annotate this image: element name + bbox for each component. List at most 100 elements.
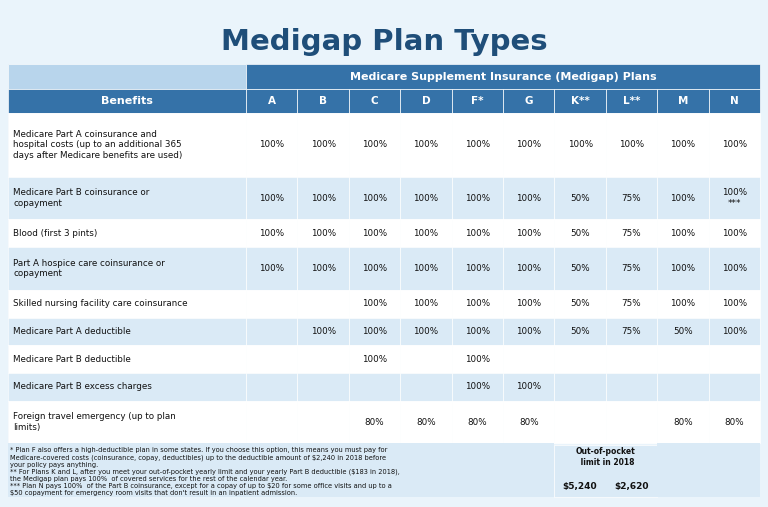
Bar bbox=[400, 177, 452, 220]
Text: 100%: 100% bbox=[516, 194, 541, 203]
Bar bbox=[554, 177, 606, 220]
Text: 100%: 100% bbox=[310, 264, 336, 273]
Text: * Plan F also offers a high-deductible plan in some states. If you choose this o: * Plan F also offers a high-deductible p… bbox=[10, 447, 400, 496]
Text: 50%: 50% bbox=[571, 327, 590, 336]
Bar bbox=[709, 247, 760, 290]
Text: 100%: 100% bbox=[362, 327, 387, 336]
Text: 100%: 100% bbox=[259, 140, 284, 149]
Text: 100%: 100% bbox=[362, 194, 387, 203]
Bar bbox=[657, 89, 709, 113]
Bar bbox=[554, 401, 606, 443]
Text: Medicare Part A deductible: Medicare Part A deductible bbox=[13, 327, 131, 336]
Bar bbox=[452, 220, 503, 247]
Text: 80%: 80% bbox=[365, 417, 384, 426]
Text: Benefits: Benefits bbox=[101, 96, 153, 106]
Bar bbox=[297, 220, 349, 247]
Bar bbox=[452, 345, 503, 373]
Text: $2,620: $2,620 bbox=[614, 482, 649, 491]
Text: 100%: 100% bbox=[413, 264, 439, 273]
Bar bbox=[400, 317, 452, 345]
Bar bbox=[554, 247, 606, 290]
Bar bbox=[709, 177, 760, 220]
Text: 100%: 100% bbox=[310, 140, 336, 149]
Text: 75%: 75% bbox=[621, 299, 641, 308]
Bar bbox=[246, 220, 297, 247]
Text: 100%: 100% bbox=[362, 354, 387, 364]
Text: 100%: 100% bbox=[413, 327, 439, 336]
Bar bbox=[606, 113, 657, 177]
Text: Blood (first 3 pints): Blood (first 3 pints) bbox=[13, 229, 98, 238]
Bar bbox=[246, 373, 297, 401]
Bar bbox=[297, 177, 349, 220]
Text: 100%: 100% bbox=[362, 229, 387, 238]
Bar bbox=[349, 220, 400, 247]
Text: 100%: 100% bbox=[362, 140, 387, 149]
Text: Out-of-pocket
 limit in 2018: Out-of-pocket limit in 2018 bbox=[576, 447, 636, 466]
Text: 50%: 50% bbox=[571, 264, 590, 273]
Bar bbox=[8, 177, 246, 220]
Text: 100%: 100% bbox=[465, 229, 490, 238]
Bar bbox=[8, 113, 246, 177]
Bar bbox=[554, 113, 606, 177]
Text: 75%: 75% bbox=[621, 229, 641, 238]
Bar bbox=[349, 113, 400, 177]
Text: 100%: 100% bbox=[465, 264, 490, 273]
Text: 100%: 100% bbox=[722, 229, 746, 238]
Bar bbox=[8, 64, 246, 89]
Bar bbox=[503, 345, 554, 373]
Text: 80%: 80% bbox=[724, 417, 744, 426]
Bar bbox=[657, 401, 709, 443]
Text: 100%: 100% bbox=[670, 229, 696, 238]
Bar bbox=[452, 89, 503, 113]
Bar bbox=[297, 113, 349, 177]
Bar bbox=[606, 373, 657, 401]
Text: 100%: 100% bbox=[722, 264, 746, 273]
Bar bbox=[554, 220, 606, 247]
Text: 100%: 100% bbox=[413, 194, 439, 203]
Text: 75%: 75% bbox=[621, 194, 641, 203]
Bar bbox=[349, 89, 400, 113]
Text: 100%: 100% bbox=[670, 140, 696, 149]
Bar bbox=[400, 401, 452, 443]
Text: B: B bbox=[319, 96, 327, 106]
Text: 100%: 100% bbox=[465, 299, 490, 308]
Bar bbox=[554, 317, 606, 345]
Bar bbox=[709, 89, 760, 113]
Text: 100%: 100% bbox=[670, 299, 696, 308]
Text: 50%: 50% bbox=[673, 327, 693, 336]
Bar bbox=[554, 89, 606, 113]
Text: F*: F* bbox=[471, 96, 484, 106]
Bar bbox=[246, 247, 297, 290]
Text: 100%: 100% bbox=[310, 327, 336, 336]
Bar bbox=[8, 345, 246, 373]
Text: 100%: 100% bbox=[413, 140, 439, 149]
Bar bbox=[606, 89, 657, 113]
Bar bbox=[657, 247, 709, 290]
Bar bbox=[349, 373, 400, 401]
Text: 80%: 80% bbox=[416, 417, 435, 426]
Bar bbox=[657, 317, 709, 345]
Bar bbox=[400, 247, 452, 290]
Bar bbox=[606, 247, 657, 290]
Bar bbox=[246, 317, 297, 345]
Bar bbox=[297, 317, 349, 345]
Bar bbox=[246, 64, 760, 89]
Text: 100%: 100% bbox=[670, 264, 696, 273]
Text: 100%: 100% bbox=[619, 140, 644, 149]
Text: Medicare Part B coinsurance or
copayment: Medicare Part B coinsurance or copayment bbox=[13, 189, 149, 208]
Bar bbox=[349, 290, 400, 317]
Bar bbox=[657, 443, 760, 497]
Bar bbox=[554, 445, 657, 497]
Text: 50%: 50% bbox=[571, 299, 590, 308]
Bar bbox=[400, 373, 452, 401]
Text: Medicare Supplement Insurance (Medigap) Plans: Medicare Supplement Insurance (Medigap) … bbox=[349, 71, 657, 82]
Bar bbox=[452, 290, 503, 317]
Bar bbox=[657, 373, 709, 401]
Bar bbox=[709, 373, 760, 401]
Text: D: D bbox=[422, 96, 430, 106]
Text: 100%: 100% bbox=[516, 327, 541, 336]
Bar bbox=[503, 317, 554, 345]
Bar bbox=[554, 373, 606, 401]
Text: C: C bbox=[371, 96, 379, 106]
Text: L**: L** bbox=[623, 96, 641, 106]
